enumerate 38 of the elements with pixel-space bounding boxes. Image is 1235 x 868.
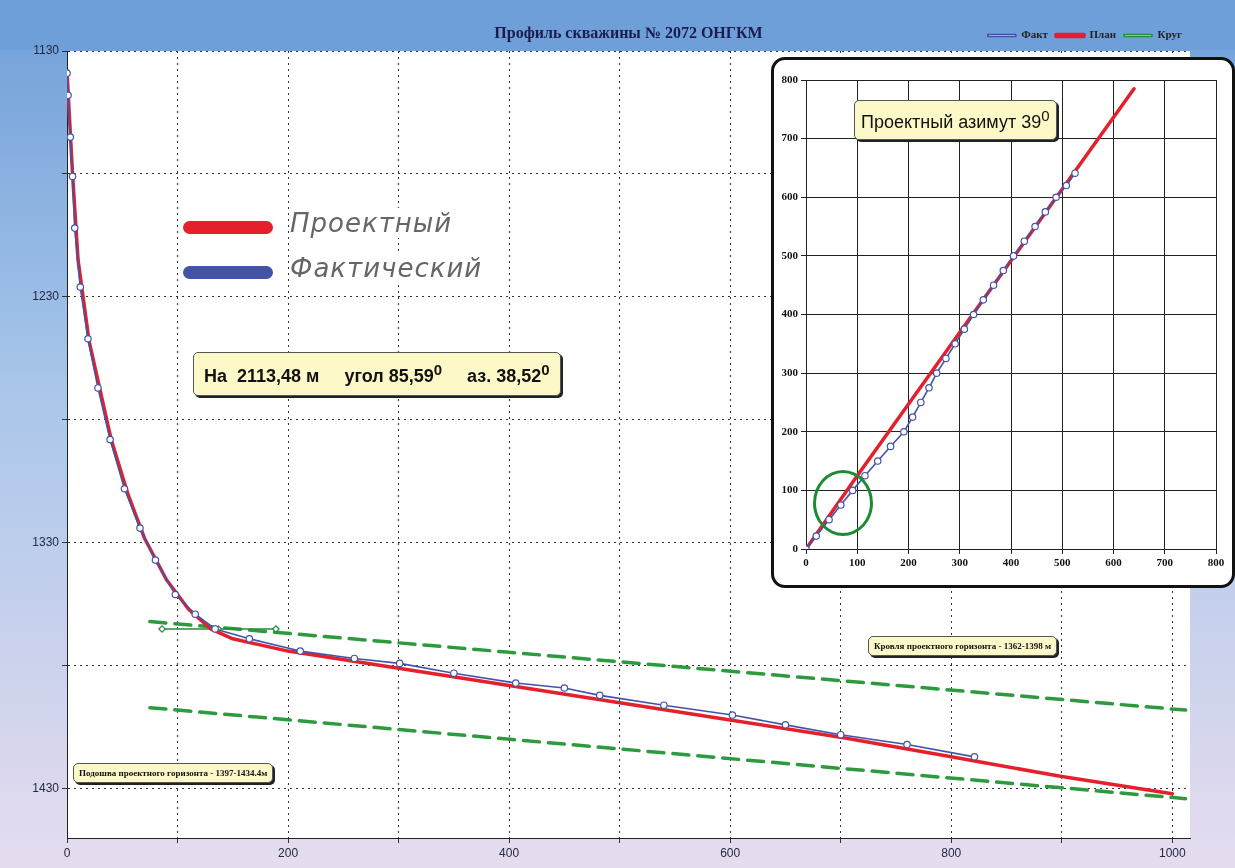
x-tick-label: 100 [849, 556, 866, 569]
y-tick-label: 1230 [32, 289, 60, 304]
y-tick-label: 600 [781, 190, 799, 203]
x-tick-label: 300 [951, 556, 969, 569]
x-tick-label: 800 [1207, 556, 1225, 569]
annotation: Подошва проектного горизонта - 1397-1434.4м [73, 763, 274, 783]
x-tick-label: 1000 [1158, 845, 1186, 860]
x-tick-label: 800 [941, 845, 962, 860]
annotation: Проектный [290, 208, 453, 238]
x-tick-label: 200 [900, 556, 918, 569]
y-tick-label: 100 [781, 483, 799, 496]
y-tick-label: 200 [781, 424, 799, 437]
y-tick-label: 800 [781, 72, 799, 85]
x-tick-label: 200 [278, 845, 299, 860]
x-tick-label: 0 [803, 556, 810, 569]
x-tick-label: 700 [1156, 556, 1174, 569]
y-tick-label: 1330 [32, 535, 60, 550]
annotation: Фактический [290, 253, 483, 283]
x-tick-label: 400 [1002, 556, 1020, 569]
y-tick-label: 400 [781, 307, 799, 320]
legend-label: План [1089, 28, 1117, 41]
y-tick-label: 1130 [33, 43, 60, 58]
y-tick-label: 700 [781, 131, 799, 144]
y-tick-label: 1430 [32, 781, 60, 796]
x-tick-label: 500 [1054, 556, 1071, 569]
chart-title: Профиль скважины № 2072 ОНГКМ [494, 24, 763, 41]
x-tick-label: 400 [499, 845, 520, 860]
y-tick-label: 500 [781, 248, 799, 261]
x-tick-label: 600 [1105, 556, 1123, 569]
annotation: Кровля проектного горизонта - 1362-1398 м [868, 636, 1058, 656]
text: На 2113,48 м угол 85,59$^{0}$ аз. 38,52$^{0}$ [204, 361, 550, 386]
annotation: Проектный азимут 39$^{0}$ [854, 100, 1057, 140]
legend-label: Факт [1021, 28, 1049, 41]
y-tick-label: 0 [792, 541, 799, 554]
legend-label: Круг [1157, 28, 1183, 41]
y-tick-label: 300 [781, 365, 799, 378]
x-tick-label: 600 [720, 845, 741, 860]
x-tick-label: 0 [63, 845, 71, 860]
